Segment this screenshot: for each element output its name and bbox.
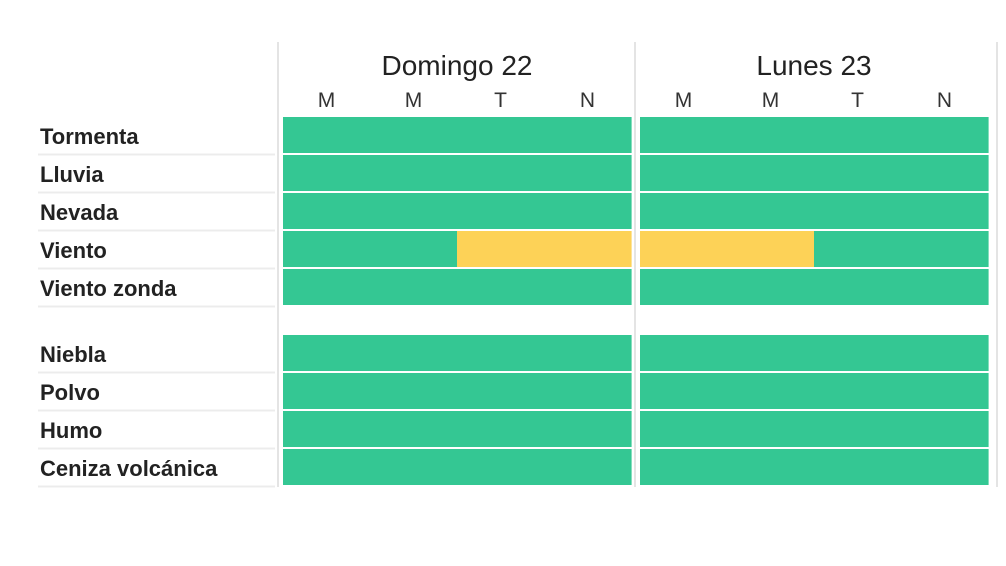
alert-cell xyxy=(640,117,728,153)
alert-cell xyxy=(727,335,815,371)
alert-cell xyxy=(283,411,371,447)
alert-cell xyxy=(544,193,632,229)
alert-cell xyxy=(544,449,632,485)
time-slot-label: T xyxy=(494,89,507,112)
alert-cell xyxy=(640,373,728,409)
alert-cell xyxy=(283,231,371,267)
alert-cell xyxy=(457,155,545,191)
hazard-label: Tormenta xyxy=(40,124,139,149)
hazard-label: Viento zonda xyxy=(40,276,177,301)
alert-cell xyxy=(370,269,458,305)
alert-cell xyxy=(457,193,545,229)
time-slot-label: M xyxy=(405,89,423,112)
alert-cell xyxy=(727,373,815,409)
alert-cell xyxy=(544,335,632,371)
alert-cell xyxy=(544,231,632,267)
alert-cell xyxy=(814,117,902,153)
alert-cell xyxy=(370,155,458,191)
hazard-label: Nevada xyxy=(40,200,119,225)
alert-cell xyxy=(283,269,371,305)
time-slot-label: T xyxy=(851,89,864,112)
alert-cell xyxy=(814,155,902,191)
alert-cell xyxy=(901,193,989,229)
alert-cell xyxy=(727,411,815,447)
alert-cell xyxy=(640,193,728,229)
alert-cell xyxy=(640,335,728,371)
alert-cell xyxy=(640,411,728,447)
alert-cell xyxy=(457,449,545,485)
alert-cell xyxy=(544,373,632,409)
alert-cell xyxy=(544,155,632,191)
day-title: Domingo 22 xyxy=(382,50,533,81)
alert-cell xyxy=(544,411,632,447)
alert-cell xyxy=(640,155,728,191)
hazard-label: Ceniza volcánica xyxy=(40,456,218,481)
alert-cell xyxy=(283,193,371,229)
alert-cell xyxy=(370,231,458,267)
alert-cell xyxy=(457,373,545,409)
alert-cell xyxy=(814,373,902,409)
alert-cell xyxy=(901,231,989,267)
alert-cell xyxy=(727,231,815,267)
time-slot-label: N xyxy=(937,89,952,112)
alert-cell xyxy=(727,117,815,153)
hazard-label: Lluvia xyxy=(40,162,104,187)
time-slot-label: M xyxy=(675,89,693,112)
alert-cell xyxy=(640,269,728,305)
hazard-label: Niebla xyxy=(40,342,107,367)
alert-cell xyxy=(901,373,989,409)
alert-cell xyxy=(457,117,545,153)
alert-cell xyxy=(370,193,458,229)
alert-cell xyxy=(640,231,728,267)
alert-cell xyxy=(901,411,989,447)
alert-cell xyxy=(457,269,545,305)
hazard-label: Viento xyxy=(40,238,107,263)
alert-cell xyxy=(370,373,458,409)
alert-cell xyxy=(283,373,371,409)
alert-cell xyxy=(727,449,815,485)
alert-cell xyxy=(814,449,902,485)
hazard-label: Humo xyxy=(40,418,102,443)
alert-cell xyxy=(901,335,989,371)
alert-cell xyxy=(814,231,902,267)
day-title: Lunes 23 xyxy=(756,50,871,81)
alert-cell xyxy=(814,269,902,305)
alert-cell xyxy=(814,193,902,229)
alert-cell xyxy=(370,117,458,153)
alert-cell xyxy=(457,231,545,267)
alert-cell xyxy=(283,117,371,153)
hazard-label: Polvo xyxy=(40,380,100,405)
time-slot-label: M xyxy=(318,89,336,112)
alert-cell xyxy=(283,335,371,371)
time-slot-label: M xyxy=(762,89,780,112)
alert-cell xyxy=(370,449,458,485)
alert-cell xyxy=(901,117,989,153)
alert-cell xyxy=(544,269,632,305)
alert-cell xyxy=(640,449,728,485)
alert-cell xyxy=(814,335,902,371)
alert-cell xyxy=(370,335,458,371)
alert-cell xyxy=(544,117,632,153)
alert-cell xyxy=(283,155,371,191)
alert-cell xyxy=(727,269,815,305)
alert-cell xyxy=(457,411,545,447)
time-slot-label: N xyxy=(580,89,595,112)
alert-cell xyxy=(814,411,902,447)
alert-cell xyxy=(370,411,458,447)
alert-cell xyxy=(283,449,371,485)
alert-cell xyxy=(727,193,815,229)
alert-cell xyxy=(457,335,545,371)
alert-cell xyxy=(727,155,815,191)
alert-cell xyxy=(901,155,989,191)
alert-cell xyxy=(901,269,989,305)
alert-cell xyxy=(901,449,989,485)
